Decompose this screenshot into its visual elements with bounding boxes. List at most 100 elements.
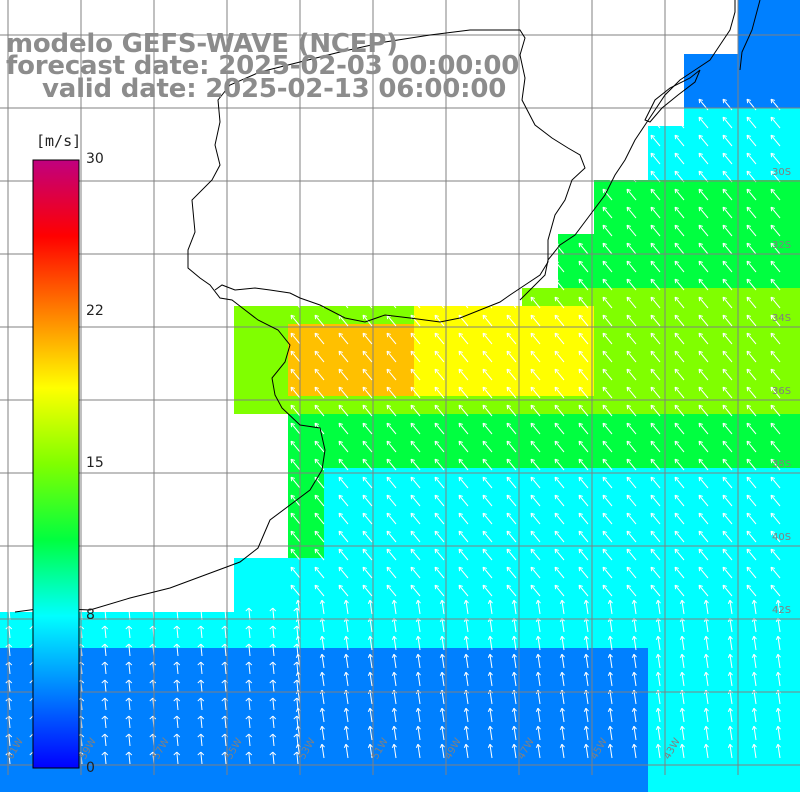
wind-arrow <box>650 440 661 453</box>
wind-speed-cell <box>324 414 342 432</box>
wind-arrow <box>602 584 613 597</box>
wind-speed-cell <box>522 594 540 612</box>
wind-speed-cell <box>396 558 414 576</box>
wind-speed-cell <box>468 306 486 324</box>
wind-speed-cell <box>666 648 684 666</box>
wind-speed-cell <box>684 720 702 738</box>
wind-speed-cell <box>702 702 720 720</box>
wind-speed-cell <box>630 684 648 702</box>
wind-arrow <box>602 260 613 273</box>
wind-speed-cell <box>468 540 486 558</box>
wind-arrow <box>770 332 781 345</box>
wind-speed-cell <box>738 36 756 54</box>
wind-arrow <box>775 635 781 651</box>
wind-speed-cell <box>540 738 558 756</box>
wind-arrow <box>698 188 709 201</box>
wind-speed-cell <box>774 576 792 594</box>
wind-arrow <box>482 404 493 417</box>
wind-speed-cell <box>738 576 756 594</box>
wind-speed-cell <box>450 360 468 378</box>
wind-arrow <box>458 566 469 579</box>
wind-speed-cell <box>324 612 342 630</box>
wind-speed-cell <box>792 612 800 630</box>
wind-arrow <box>770 512 781 525</box>
wind-speed-cell <box>90 738 108 756</box>
wind-arrow <box>655 743 661 759</box>
wind-arrow <box>746 116 757 129</box>
wind-speed-cell <box>504 432 522 450</box>
wind-arrow <box>511 671 517 687</box>
wind-arrow <box>530 332 541 345</box>
wind-speed-cell <box>252 666 270 684</box>
wind-arrow <box>269 733 277 747</box>
wind-speed-cell <box>486 594 504 612</box>
wind-speed-cell <box>774 270 792 288</box>
wind-arrow <box>197 625 205 639</box>
wind-speed-cell <box>702 504 720 522</box>
wind-arrow <box>602 242 613 255</box>
wind-speed-cell <box>450 450 468 468</box>
wind-speed-cell <box>414 342 432 360</box>
wind-speed-cell <box>612 774 630 792</box>
wind-speed-cell <box>270 738 288 756</box>
wind-arrow <box>703 599 709 615</box>
wind-arrow <box>631 653 637 669</box>
wind-arrow <box>674 494 685 507</box>
wind-speed-cell <box>594 216 612 234</box>
wind-arrow <box>554 332 565 345</box>
wind-arrow <box>458 530 469 543</box>
wind-arrow <box>674 116 685 129</box>
wind-speed-cell <box>576 414 594 432</box>
wind-speed-cell <box>540 684 558 702</box>
wind-speed-cell <box>540 630 558 648</box>
wind-speed-cell <box>792 432 800 450</box>
wind-speed-cell <box>738 162 756 180</box>
wind-arrow <box>535 653 541 669</box>
wind-arrow <box>290 476 301 489</box>
wind-arrow <box>506 440 517 453</box>
wind-speed-cell <box>522 396 540 414</box>
wind-speed-cell <box>432 774 450 792</box>
wind-arrow <box>338 332 349 345</box>
wind-speed-cell <box>594 666 612 684</box>
wind-speed-cell <box>702 630 720 648</box>
wind-arrow <box>535 725 541 741</box>
wind-speed-cell <box>756 684 774 702</box>
wind-speed-cell <box>252 648 270 666</box>
wind-arrow <box>722 368 733 381</box>
coastline <box>14 29 586 613</box>
wind-arrow <box>535 743 541 759</box>
wind-speed-cell <box>720 414 738 432</box>
wind-arrow <box>314 332 325 345</box>
wind-arrow <box>410 548 421 561</box>
wind-speed-cell <box>576 522 594 540</box>
wind-speed-cell <box>774 666 792 684</box>
wind-arrow <box>674 134 685 147</box>
wind-speed-cell <box>324 666 342 684</box>
wind-speed-cell <box>612 450 630 468</box>
wind-arrow <box>650 296 661 309</box>
wind-arrow <box>746 404 757 417</box>
wind-arrow <box>602 332 613 345</box>
wind-speed-cell <box>468 774 486 792</box>
wind-speed-cell <box>630 216 648 234</box>
wind-arrow <box>362 494 373 507</box>
wind-speed-cell <box>576 270 594 288</box>
wind-speed-cell <box>432 432 450 450</box>
wind-speed-cell <box>774 54 792 72</box>
wind-arrow <box>293 715 301 729</box>
wind-speed-cell <box>396 648 414 666</box>
wind-arrow <box>655 725 661 741</box>
wind-speed-cell <box>666 468 684 486</box>
wind-speed-cell <box>684 324 702 342</box>
wind-speed-cell <box>288 468 306 486</box>
wind-speed-cell <box>306 450 324 468</box>
wind-speed-cell <box>486 576 504 594</box>
wind-arrow <box>650 242 661 255</box>
wind-arrow <box>290 422 301 435</box>
wind-arrow <box>698 548 709 561</box>
wind-speed-cell <box>396 576 414 594</box>
wind-arrow <box>770 350 781 363</box>
wind-arrow <box>290 386 301 399</box>
wind-speed-cell <box>684 540 702 558</box>
